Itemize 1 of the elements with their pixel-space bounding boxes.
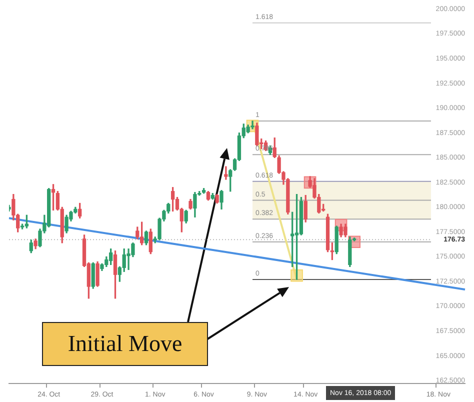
annotation: Initial Move xyxy=(42,322,208,366)
